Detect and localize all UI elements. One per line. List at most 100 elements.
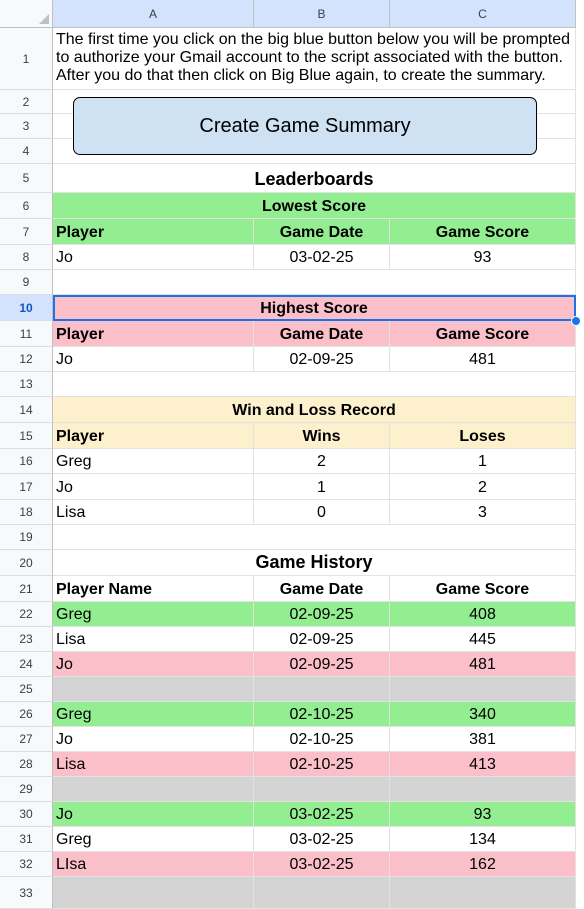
history-cell[interactable]: 93 — [390, 802, 576, 827]
row-header-4[interactable]: 4 — [0, 139, 53, 164]
history-cell[interactable]: 162 — [390, 852, 576, 877]
history-cell[interactable]: Jo — [53, 802, 254, 827]
win-loss-header-wins[interactable]: Wins — [254, 423, 390, 449]
row-header-14[interactable]: 14 — [0, 397, 53, 423]
history-separator[interactable] — [53, 877, 254, 909]
row-header-21[interactable]: 21 — [0, 576, 53, 602]
history-cell[interactable]: 03-02-25 — [254, 827, 390, 852]
lowest-header-game-score[interactable]: Game Score — [390, 219, 576, 245]
history-cell[interactable]: 381 — [390, 727, 576, 752]
history-separator[interactable] — [254, 777, 390, 802]
highest-header-game-date[interactable]: Game Date — [254, 321, 390, 347]
history-separator[interactable] — [390, 877, 576, 909]
history-header-game-date[interactable]: Game Date — [254, 576, 390, 602]
history-cell[interactable]: 02-10-25 — [254, 727, 390, 752]
history-cell[interactable]: Greg — [53, 702, 254, 727]
history-cell[interactable]: 134 — [390, 827, 576, 852]
row-header-19[interactable]: 19 — [0, 525, 53, 550]
game-history-title[interactable]: Game History — [53, 550, 576, 576]
highest-cell-player[interactable]: Jo — [53, 347, 254, 372]
history-cell[interactable]: Lisa — [53, 627, 254, 652]
row-header-13[interactable]: 13 — [0, 372, 53, 397]
history-cell[interactable]: 02-09-25 — [254, 627, 390, 652]
highest-header-game-score[interactable]: Game Score — [390, 321, 576, 347]
row-header-33[interactable]: 33 — [0, 877, 53, 909]
row-header-31[interactable]: 31 — [0, 827, 53, 852]
history-cell[interactable]: 02-10-25 — [254, 702, 390, 727]
history-separator[interactable] — [53, 777, 254, 802]
win-loss-cell[interactable]: 3 — [390, 500, 576, 525]
highest-cell-game-score[interactable]: 481 — [390, 347, 576, 372]
win-loss-cell[interactable]: Greg — [53, 449, 254, 474]
win-loss-cell[interactable]: 2 — [254, 449, 390, 474]
history-cell[interactable]: 413 — [390, 752, 576, 777]
highest-header-player[interactable]: Player — [53, 321, 254, 347]
win-loss-cell[interactable]: 1 — [390, 449, 576, 474]
lowest-header-game-date[interactable]: Game Date — [254, 219, 390, 245]
empty-row[interactable] — [53, 372, 576, 397]
history-cell[interactable]: LIsa — [53, 852, 254, 877]
win-loss-cell[interactable]: Jo — [53, 474, 254, 500]
win-loss-cell[interactable]: 2 — [390, 474, 576, 500]
lowest-score-title[interactable]: Lowest Score — [53, 193, 576, 219]
history-separator[interactable] — [390, 777, 576, 802]
row-header-5[interactable]: 5 — [0, 164, 53, 193]
history-cell[interactable]: Lisa — [53, 752, 254, 777]
row-header-9[interactable]: 9 — [0, 270, 53, 295]
row-header-11[interactable]: 11 — [0, 321, 53, 347]
history-cell[interactable]: Jo — [53, 652, 254, 677]
row-header-30[interactable]: 30 — [0, 802, 53, 827]
intro-text[interactable]: The first time you click on the big blue… — [53, 28, 576, 90]
column-header-b[interactable]: B — [254, 0, 390, 28]
win-loss-cell[interactable]: 1 — [254, 474, 390, 500]
history-cell[interactable]: 03-02-25 — [254, 852, 390, 877]
row-header-26[interactable]: 26 — [0, 702, 53, 727]
history-header-player-name[interactable]: Player Name — [53, 576, 254, 602]
win-loss-cell[interactable]: 0 — [254, 500, 390, 525]
row-header-24[interactable]: 24 — [0, 652, 53, 677]
lowest-cell-player[interactable]: Jo — [53, 245, 254, 270]
leaderboards-title[interactable]: Leaderboards — [53, 164, 576, 193]
row-header-29[interactable]: 29 — [0, 777, 53, 802]
history-cell[interactable]: 02-10-25 — [254, 752, 390, 777]
row-header-27[interactable]: 27 — [0, 727, 53, 752]
history-cell[interactable]: 445 — [390, 627, 576, 652]
empty-row[interactable] — [53, 525, 576, 550]
row-header-18[interactable]: 18 — [0, 500, 53, 525]
row-header-6[interactable]: 6 — [0, 193, 53, 219]
history-header-game-score[interactable]: Game Score — [390, 576, 576, 602]
column-header-c[interactable]: C — [390, 0, 576, 28]
highest-cell-game-date[interactable]: 02-09-25 — [254, 347, 390, 372]
lowest-header-player[interactable]: Player — [53, 219, 254, 245]
row-header-20[interactable]: 20 — [0, 550, 53, 576]
history-separator[interactable] — [390, 677, 576, 702]
row-header-7[interactable]: 7 — [0, 219, 53, 245]
lowest-cell-game-score[interactable]: 93 — [390, 245, 576, 270]
highest-score-title[interactable]: Highest Score — [53, 295, 576, 321]
lowest-cell-game-date[interactable]: 03-02-25 — [254, 245, 390, 270]
row-header-32[interactable]: 32 — [0, 852, 53, 877]
row-header-16[interactable]: 16 — [0, 449, 53, 474]
select-all-corner[interactable] — [0, 0, 53, 28]
row-header-8[interactable]: 8 — [0, 245, 53, 270]
history-cell[interactable]: 340 — [390, 702, 576, 727]
win-loss-header-loses[interactable]: Loses — [390, 423, 576, 449]
history-separator[interactable] — [53, 677, 254, 702]
history-cell[interactable]: 03-02-25 — [254, 802, 390, 827]
history-separator[interactable] — [254, 677, 390, 702]
row-header-10[interactable]: 10 — [0, 295, 53, 321]
row-header-25[interactable]: 25 — [0, 677, 53, 702]
row-header-12[interactable]: 12 — [0, 347, 53, 372]
history-cell[interactable]: 02-09-25 — [254, 602, 390, 627]
win-loss-title[interactable]: Win and Loss Record — [53, 397, 576, 423]
history-cell[interactable]: Greg — [53, 827, 254, 852]
row-header-15[interactable]: 15 — [0, 423, 53, 449]
row-header-3[interactable]: 3 — [0, 114, 53, 139]
row-header-22[interactable]: 22 — [0, 602, 53, 627]
fill-handle[interactable] — [571, 316, 581, 326]
history-cell[interactable]: Greg — [53, 602, 254, 627]
history-cell[interactable]: 481 — [390, 652, 576, 677]
row-header-1[interactable]: 1 — [0, 28, 53, 90]
empty-row[interactable] — [53, 270, 576, 295]
history-separator[interactable] — [254, 877, 390, 909]
